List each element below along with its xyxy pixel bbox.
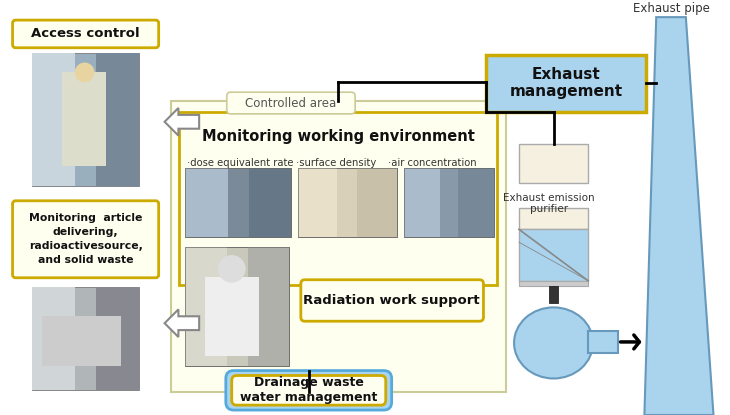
FancyBboxPatch shape bbox=[12, 20, 158, 48]
Text: Exhaust emission
purifier: Exhaust emission purifier bbox=[503, 193, 594, 215]
Bar bbox=[185, 247, 289, 366]
Circle shape bbox=[218, 255, 245, 283]
Text: Exhaust pipe: Exhaust pipe bbox=[633, 2, 710, 15]
Bar bbox=[519, 229, 588, 281]
Bar bbox=[185, 247, 289, 366]
Bar bbox=[298, 168, 396, 237]
Bar bbox=[519, 208, 588, 229]
Polygon shape bbox=[164, 108, 199, 136]
FancyBboxPatch shape bbox=[231, 376, 385, 405]
FancyBboxPatch shape bbox=[227, 92, 355, 114]
FancyBboxPatch shape bbox=[301, 280, 483, 321]
Text: Radiation work support: Radiation work support bbox=[304, 294, 480, 307]
Bar bbox=[185, 168, 228, 237]
Bar bbox=[32, 287, 139, 391]
Bar bbox=[180, 112, 497, 285]
Bar bbox=[404, 168, 494, 237]
Text: ·dose equivalent rate: ·dose equivalent rate bbox=[188, 158, 293, 168]
Text: ·air concentration: ·air concentration bbox=[388, 158, 477, 168]
Bar bbox=[96, 53, 139, 186]
Bar bbox=[32, 53, 139, 186]
Bar bbox=[247, 247, 289, 366]
Bar bbox=[185, 247, 227, 366]
FancyBboxPatch shape bbox=[12, 201, 158, 278]
Circle shape bbox=[74, 63, 94, 82]
Bar bbox=[298, 168, 396, 237]
Bar bbox=[549, 286, 558, 303]
Bar bbox=[185, 168, 291, 237]
Bar bbox=[486, 55, 646, 112]
Text: Controlled area: Controlled area bbox=[245, 97, 337, 110]
Bar bbox=[519, 281, 588, 286]
Bar bbox=[96, 287, 139, 391]
Bar bbox=[357, 168, 396, 237]
Bar bbox=[404, 168, 494, 237]
FancyBboxPatch shape bbox=[226, 371, 392, 410]
Bar bbox=[519, 144, 588, 183]
Bar bbox=[42, 316, 121, 366]
Text: Exhaust
management: Exhaust management bbox=[510, 67, 623, 100]
Text: ·surface density: ·surface density bbox=[296, 158, 376, 168]
Text: Monitoring  article
delivering,
radioactivesource,
and solid waste: Monitoring article delivering, radioacti… bbox=[28, 213, 142, 265]
Bar bbox=[404, 168, 440, 237]
Bar bbox=[249, 168, 291, 237]
Bar bbox=[32, 53, 75, 186]
Bar bbox=[298, 168, 337, 237]
Text: Access control: Access control bbox=[31, 27, 140, 40]
Bar bbox=[458, 168, 494, 237]
Bar bbox=[32, 287, 75, 391]
Bar bbox=[588, 331, 618, 353]
Polygon shape bbox=[645, 17, 713, 415]
Bar bbox=[185, 168, 291, 237]
Bar bbox=[171, 101, 506, 392]
Text: Drainage waste
water management: Drainage waste water management bbox=[240, 376, 377, 404]
Polygon shape bbox=[164, 309, 199, 337]
Bar bbox=[205, 277, 259, 356]
Ellipse shape bbox=[514, 308, 593, 378]
Bar bbox=[62, 73, 107, 166]
Text: Monitoring working environment: Monitoring working environment bbox=[202, 129, 474, 144]
